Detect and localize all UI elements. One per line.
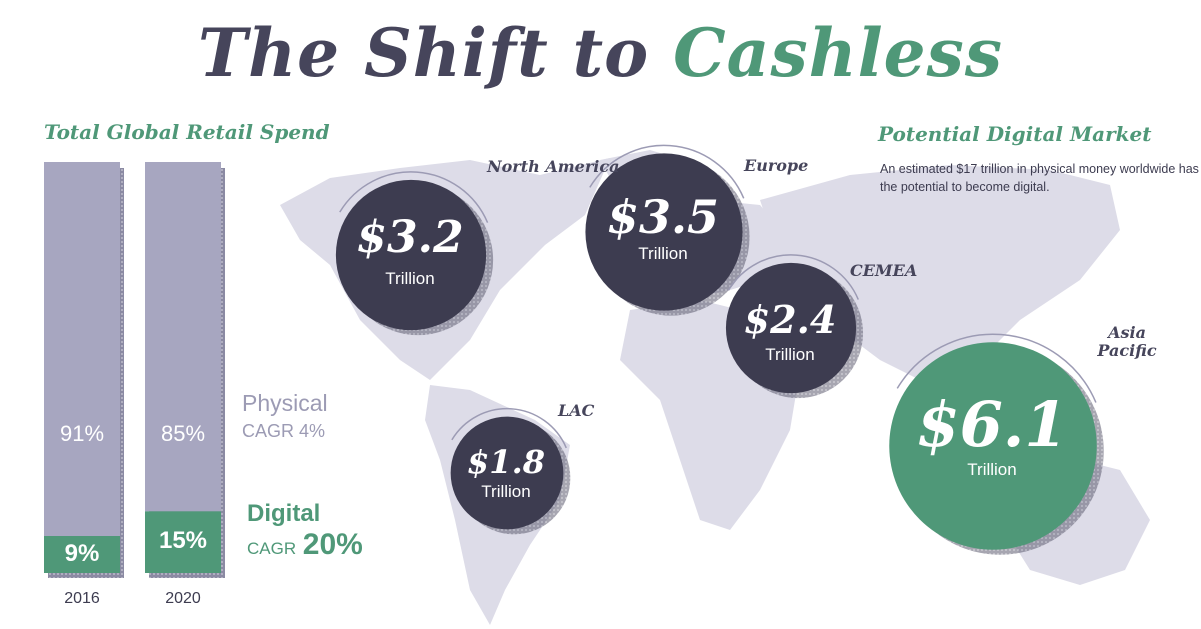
year-2020: 2020 bbox=[165, 590, 201, 607]
retail-bar-chart bbox=[44, 162, 225, 578]
bubble-unit-cemea: Trillion bbox=[765, 345, 815, 364]
bubble-value-europe: $3.5 bbox=[606, 190, 720, 244]
bubble-north-america bbox=[335, 179, 487, 331]
bubble-unit-lac: Trillion bbox=[481, 482, 531, 501]
market-heading: Potential Digital Market bbox=[878, 122, 1152, 146]
title-main: The Shift to bbox=[198, 14, 674, 92]
bar-physical-2016 bbox=[44, 162, 120, 537]
bubble-value-north-america: $3.2 bbox=[356, 212, 464, 263]
bar-digital-2016 bbox=[44, 536, 120, 573]
legend-digital-label: Digital bbox=[247, 500, 321, 527]
bubble-lac bbox=[450, 416, 564, 530]
bar-label-digital-2020: 15% bbox=[158, 527, 208, 555]
bubble-ring-north-america bbox=[339, 171, 489, 223]
region-label-north-america: North America bbox=[487, 157, 620, 176]
bubble-value-cemea: $2.4 bbox=[743, 297, 837, 342]
bubble-layer bbox=[335, 144, 1104, 555]
bar-label-physical-2016: 91% bbox=[59, 421, 105, 446]
bubble-asia-pacific bbox=[889, 342, 1097, 550]
bar-physical-2020 bbox=[145, 162, 221, 512]
region-label-lac: LAC bbox=[558, 401, 595, 420]
retail-heading: Total Global Retail Spend bbox=[44, 120, 330, 144]
bubble-unit-north-america: Trillion bbox=[385, 269, 435, 288]
bubble-europe bbox=[585, 153, 743, 311]
region-label-cemea: CEMEA bbox=[850, 261, 918, 280]
bubble-unit-europe: Trillion bbox=[638, 244, 688, 263]
legend-physical: Physical CAGR 4% bbox=[242, 390, 328, 442]
legend-physical-cagr: CAGR 4% bbox=[242, 421, 326, 441]
bubble-ring-europe bbox=[589, 144, 745, 199]
bubble-value-lac: $1.8 bbox=[467, 443, 545, 481]
bar-label-physical-2020: 85% bbox=[160, 421, 206, 446]
legend-digital-cagr-label: CAGR bbox=[247, 539, 297, 558]
market-description: An estimated $17 trillion in physical mo… bbox=[880, 162, 1199, 194]
bar-label-digital-2016: 9% bbox=[64, 539, 100, 567]
bar-digital-2020 bbox=[145, 511, 221, 573]
region-label-asia-pacific: Asia Pacific bbox=[1097, 323, 1157, 360]
legend-physical-label: Physical bbox=[242, 390, 328, 416]
bubble-value-asia-pacific: $6.1 bbox=[916, 388, 1068, 461]
legend-digital: Digital CAGR 20% bbox=[247, 500, 363, 562]
bubble-unit-asia-pacific: Trillion bbox=[967, 460, 1017, 479]
bubble-ring-lac bbox=[451, 407, 567, 449]
year-2016: 2016 bbox=[64, 590, 100, 607]
region-label-europe: Europe bbox=[744, 156, 809, 175]
legend-digital-cagr-value: 20% bbox=[302, 528, 363, 561]
page-title: The Shift to Cashless bbox=[0, 14, 1201, 92]
bubble-ring-asia-pacific bbox=[896, 333, 1097, 403]
bubble-ring-cemea bbox=[727, 254, 859, 300]
bubble-cemea bbox=[725, 262, 857, 394]
title-accent: Cashless bbox=[673, 14, 1003, 92]
